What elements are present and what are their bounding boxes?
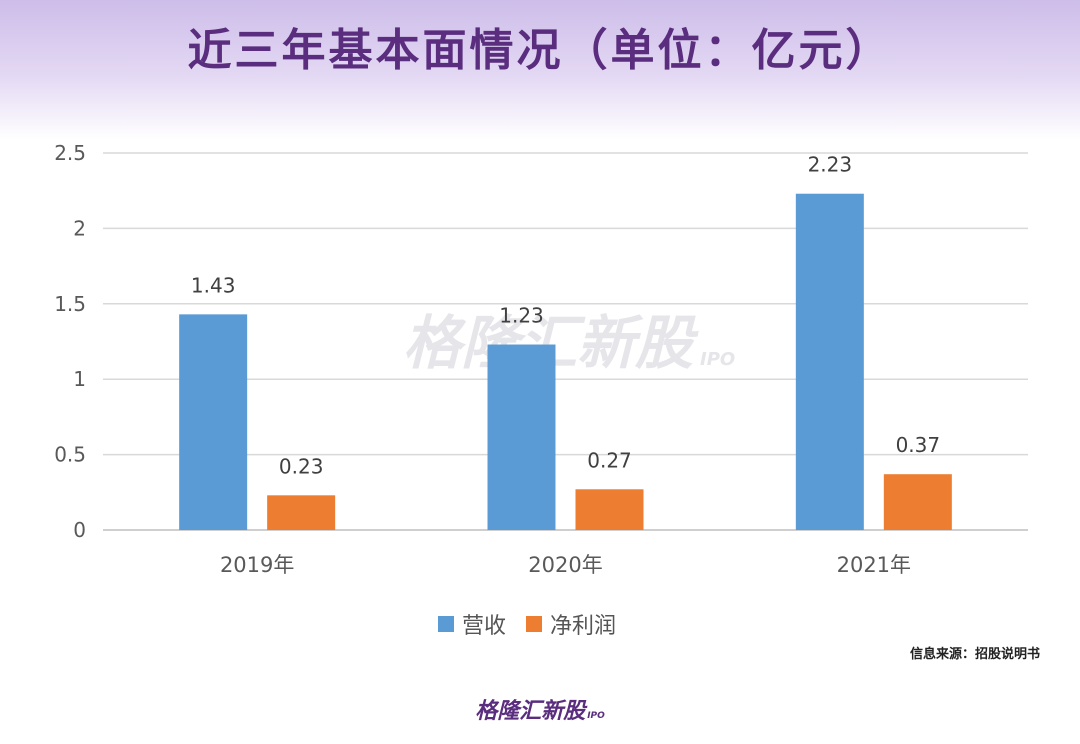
data-label: 2.23 — [808, 153, 853, 177]
brand-name: 格隆汇新股 — [475, 699, 586, 724]
y-tick-label: 1.5 — [54, 292, 86, 316]
x-tick-label: 2020年 — [528, 553, 602, 577]
x-tick-label: 2021年 — [837, 553, 911, 577]
page-title: 近三年基本面情况（单位：亿元） — [187, 25, 893, 76]
y-tick-label: 2.5 — [54, 141, 86, 165]
y-tick-label: 1 — [73, 367, 86, 391]
legend-swatch-revenue — [438, 616, 454, 632]
x-tick-label: 2019年 — [220, 553, 294, 577]
y-tick-label: 0 — [73, 518, 86, 542]
chart-legend: 营收 净利润 — [438, 608, 616, 640]
legend-item-revenue: 营收 — [438, 608, 506, 640]
data-label: 0.23 — [279, 454, 324, 478]
legend-label-revenue: 营收 — [462, 614, 507, 639]
legend-item-profit: 净利润 — [526, 608, 616, 640]
header-band — [0, 0, 1080, 140]
bar-profit — [883, 474, 952, 530]
bar-revenue — [487, 344, 556, 530]
brand-sub: IPO — [587, 711, 605, 721]
legend-label-profit: 净利润 — [550, 614, 617, 639]
bar-revenue — [795, 193, 864, 530]
bar-chart: 格隆汇新股 IPO00.511.522.51.430.232019年1.230.2… — [54, 141, 1028, 577]
source-note: 信息来源：招股说明书 — [909, 647, 1040, 662]
brand-logo: 格隆汇新股 IPO — [0, 693, 1080, 725]
y-tick-label: 2 — [73, 216, 86, 240]
data-label: 0.27 — [587, 448, 632, 472]
data-label: 0.37 — [896, 433, 941, 457]
data-label: 1.23 — [499, 304, 544, 328]
legend-swatch-profit — [526, 616, 543, 632]
y-tick-label: 0.5 — [54, 443, 86, 467]
watermark-sub: IPO — [700, 349, 735, 370]
bar-revenue — [179, 314, 248, 530]
data-label: 1.43 — [191, 273, 236, 297]
bar-profit — [267, 495, 336, 530]
bar-profit — [575, 489, 644, 530]
